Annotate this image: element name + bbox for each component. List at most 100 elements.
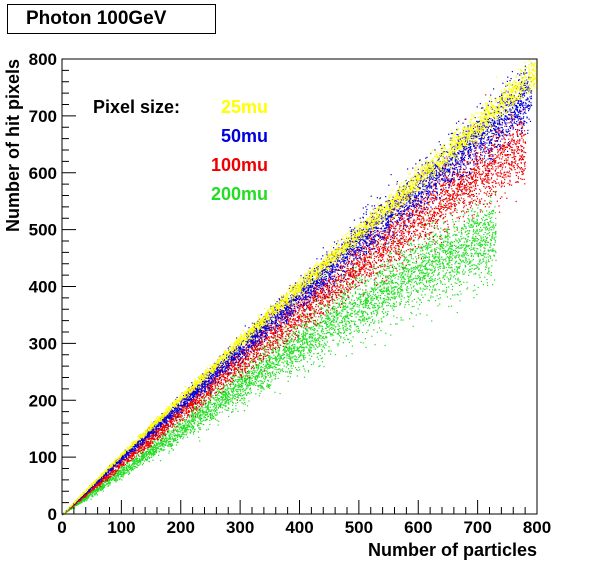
data-point xyxy=(314,325,316,327)
data-point xyxy=(448,280,450,282)
data-point xyxy=(424,265,426,267)
data-point xyxy=(485,256,487,258)
data-point xyxy=(315,316,317,318)
data-point xyxy=(442,266,444,268)
data-point xyxy=(299,355,301,357)
data-point xyxy=(415,262,417,264)
data-point xyxy=(375,303,377,305)
data-point xyxy=(451,259,453,261)
data-point xyxy=(274,366,276,368)
data-point xyxy=(172,441,174,443)
data-point xyxy=(146,459,148,461)
data-point xyxy=(216,399,218,401)
data-point xyxy=(320,335,322,337)
data-point xyxy=(172,426,174,428)
data-point xyxy=(371,313,373,315)
data-point xyxy=(213,402,215,404)
data-point xyxy=(455,238,457,240)
data-point xyxy=(295,356,297,358)
data-point xyxy=(442,251,444,253)
data-point xyxy=(311,336,313,338)
data-point xyxy=(87,493,89,495)
data-point xyxy=(240,381,242,383)
data-point xyxy=(408,259,410,261)
data-point xyxy=(162,449,164,451)
data-point xyxy=(462,273,464,275)
data-point xyxy=(310,336,312,338)
data-point xyxy=(253,383,255,385)
data-point xyxy=(282,368,284,370)
data-point xyxy=(384,344,386,347)
data-point xyxy=(162,436,164,438)
data-point xyxy=(169,445,171,447)
data-point xyxy=(340,336,342,338)
data-point xyxy=(362,314,364,316)
data-point xyxy=(263,388,265,390)
data-point xyxy=(155,448,157,450)
data-point xyxy=(413,252,415,254)
data-point xyxy=(331,328,333,330)
data-point xyxy=(277,364,279,366)
data-point xyxy=(276,369,278,371)
data-point xyxy=(445,236,447,238)
data-point xyxy=(341,310,343,312)
data-point xyxy=(316,352,318,355)
data-point xyxy=(279,357,281,359)
data-point xyxy=(329,324,331,326)
data-point xyxy=(166,437,168,439)
data-point xyxy=(465,245,467,247)
data-point xyxy=(415,265,417,267)
data-point xyxy=(410,276,412,278)
data-point xyxy=(303,336,305,338)
data-point xyxy=(333,321,335,323)
data-point xyxy=(229,401,231,403)
data-point xyxy=(132,460,134,462)
data-point xyxy=(393,293,395,295)
data-point xyxy=(381,273,383,275)
data-point xyxy=(371,303,373,305)
data-point xyxy=(331,325,333,327)
data-point xyxy=(219,402,221,404)
data-point xyxy=(248,380,250,382)
data-point xyxy=(425,252,427,254)
data-point xyxy=(218,390,220,392)
data-point xyxy=(196,411,198,413)
data-point xyxy=(198,436,200,438)
data-point xyxy=(224,401,226,403)
data-point xyxy=(352,307,354,309)
data-point xyxy=(394,285,396,287)
data-point xyxy=(432,221,434,223)
data-point xyxy=(410,267,412,269)
data-point xyxy=(454,249,456,252)
data-point xyxy=(350,278,352,280)
data-point xyxy=(144,460,146,462)
data-point xyxy=(304,337,306,339)
data-point xyxy=(167,442,169,444)
data-point xyxy=(271,356,273,358)
data-point xyxy=(196,414,198,416)
data-point xyxy=(413,281,415,283)
data-point xyxy=(289,351,291,353)
data-point xyxy=(371,316,373,318)
data-point xyxy=(230,387,232,390)
data-point xyxy=(463,255,465,257)
data-point xyxy=(244,389,246,391)
data-point xyxy=(403,281,405,283)
data-point xyxy=(393,297,396,299)
data-point xyxy=(383,312,385,315)
data-point xyxy=(319,354,321,357)
data-point xyxy=(330,333,333,336)
data-point xyxy=(165,437,167,439)
data-point xyxy=(461,238,463,240)
data-point xyxy=(386,313,388,315)
data-point xyxy=(401,278,403,280)
data-point xyxy=(91,491,93,493)
data-point xyxy=(257,356,259,358)
data-point xyxy=(390,273,392,275)
data-point xyxy=(242,380,244,383)
data-point xyxy=(397,283,399,285)
data-point xyxy=(397,276,399,278)
data-point xyxy=(310,334,312,336)
data-point xyxy=(91,494,93,497)
data-point xyxy=(451,270,453,272)
